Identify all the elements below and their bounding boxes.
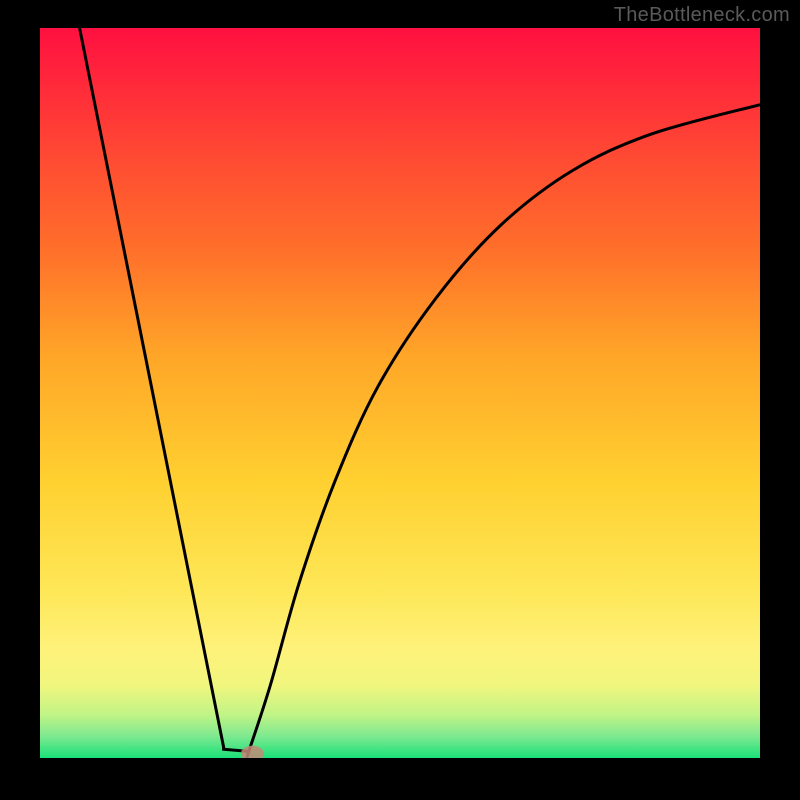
watermark-text: TheBottleneck.com [614, 4, 790, 27]
curve-layer [40, 28, 760, 758]
chart-container: TheBottleneck.com [0, 0, 800, 800]
plot-area [40, 28, 760, 758]
bottleneck-curve [80, 28, 760, 756]
minimum-marker-icon [241, 746, 264, 758]
